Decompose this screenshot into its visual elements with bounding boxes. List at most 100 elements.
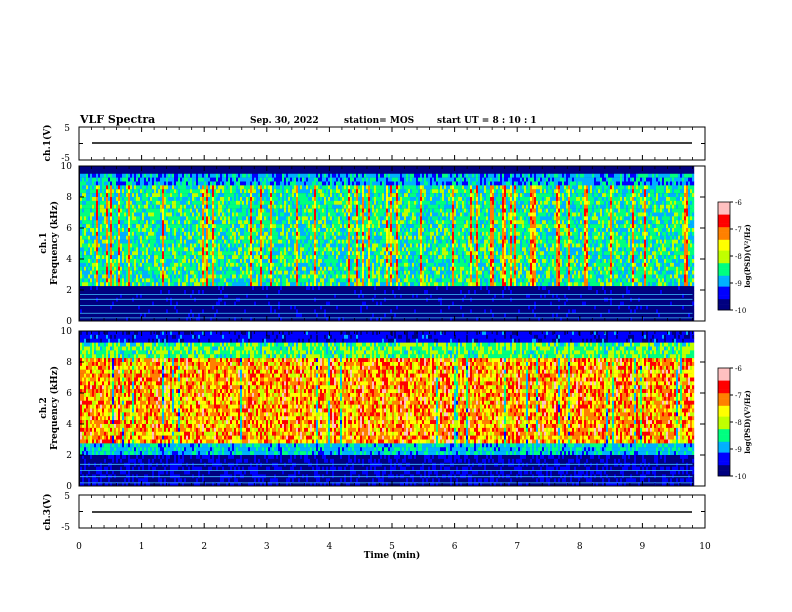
spectrogram-cell <box>256 259 259 264</box>
spectrogram-cell <box>180 278 183 283</box>
spectrogram-cell <box>272 204 275 209</box>
spectrogram-cell <box>152 259 155 264</box>
spectrogram-cell <box>204 197 207 202</box>
spectrogram-cell <box>132 313 135 318</box>
spectrogram-cell <box>86 193 89 198</box>
spectrogram-cell <box>228 173 231 178</box>
spectrogram-cell <box>312 243 315 248</box>
spectrogram-cell <box>206 169 209 174</box>
spectrogram-cell <box>300 193 303 198</box>
spectrogram-cell <box>138 255 141 260</box>
spectrogram-cell <box>190 197 193 202</box>
spectrogram-cell <box>256 293 259 298</box>
spectrogram-cell <box>254 197 257 202</box>
spectrogram-cell <box>94 235 97 240</box>
spectrogram-cell <box>130 247 133 252</box>
spectrogram-cell <box>218 208 221 213</box>
spectrogram-cell <box>148 274 151 279</box>
spectrogram-cell <box>244 189 247 194</box>
spectrogram-cell <box>230 204 233 209</box>
spectrogram-cell <box>214 259 217 264</box>
spectrogram-cell <box>214 197 217 202</box>
spectrogram-cell <box>288 239 291 244</box>
spectrogram-cell <box>258 297 261 302</box>
spectrogram-cell <box>210 166 213 171</box>
spectrogram-cell <box>294 305 297 310</box>
spectrogram-cell <box>216 270 219 275</box>
spectrogram-cell <box>204 173 207 178</box>
spectrogram-cell <box>252 255 255 260</box>
spectrogram-cell <box>180 270 183 275</box>
spectrogram-cell <box>292 259 295 264</box>
spectrogram-cell <box>286 181 289 186</box>
spectrogram-cell <box>132 177 135 182</box>
spectrogram-cell <box>184 305 187 310</box>
spectrogram-cell <box>186 220 189 225</box>
spectrogram-cell <box>162 212 165 217</box>
spectrogram-cell <box>274 270 277 275</box>
spectrogram-cell <box>274 313 277 318</box>
spectrogram-cell <box>140 255 143 260</box>
spectrogram-cell <box>252 231 255 236</box>
spectrogram-cell <box>300 282 303 287</box>
spectrogram-cell <box>202 243 205 248</box>
spectrogram-cell <box>206 216 209 221</box>
spectrogram-cell <box>318 317 321 322</box>
spectrogram-cell <box>302 290 305 295</box>
spectrogram-cell <box>276 282 279 287</box>
spectrogram-cell <box>128 185 131 190</box>
spectrogram-cell <box>176 274 179 279</box>
spectrogram-cell <box>162 251 165 256</box>
spectrogram-cell <box>114 181 117 186</box>
spectrogram-cell <box>192 231 195 236</box>
spectrogram-cell <box>236 212 239 217</box>
spectrogram-cell <box>316 169 319 174</box>
spectrogram-cell <box>282 255 285 260</box>
spectrogram-cell <box>184 251 187 256</box>
spectrogram-cell <box>242 208 245 213</box>
spectrogram-cell <box>88 224 91 229</box>
spectrogram-cell <box>312 317 315 322</box>
spectrogram-cell <box>322 239 325 244</box>
spectrogram-cell <box>84 305 87 310</box>
spectrogram-cell <box>256 282 259 287</box>
spectrogram-cell <box>314 224 317 229</box>
spectrogram-cell <box>244 231 247 236</box>
spectrogram-cell <box>322 282 325 287</box>
spectrogram-cell <box>220 259 223 264</box>
spectrogram-cell <box>312 228 315 233</box>
spectrogram-cell <box>150 313 153 318</box>
spectrogram-cell <box>114 290 117 295</box>
spectrogram-cell <box>86 173 89 178</box>
spectrogram-cell <box>130 305 133 310</box>
spectrogram-cell <box>254 290 257 295</box>
spectrogram-cell <box>136 224 139 229</box>
spectrogram-cell <box>166 177 169 182</box>
spectrogram-cell <box>246 282 249 287</box>
spectrogram-cell <box>196 166 199 171</box>
spectrogram-cell <box>196 231 199 236</box>
spectrogram-cell <box>98 208 101 213</box>
spectrogram-cell <box>114 266 117 271</box>
spectrogram-cell <box>190 262 193 267</box>
spectrogram-cell <box>162 239 165 244</box>
spectrogram-cell <box>264 278 267 283</box>
spectrogram-cell <box>198 220 201 225</box>
spectrogram-cell <box>90 251 93 256</box>
spectrogram-cell <box>150 189 153 194</box>
spectrogram-cell <box>164 251 167 256</box>
spectrogram-cell <box>290 235 293 240</box>
spectrogram-cell <box>250 305 253 310</box>
spectrogram-cell <box>218 239 221 244</box>
spectrogram-cell <box>328 220 331 225</box>
spectrogram-cell <box>278 255 281 260</box>
spectrogram-cell <box>174 228 177 233</box>
spectrogram-cell <box>236 208 239 213</box>
spectrogram-cell <box>280 286 283 291</box>
spectrogram-cell <box>158 169 161 174</box>
spectrogram-cell <box>252 200 255 205</box>
spectrogram-cell <box>276 301 279 306</box>
spectrogram-cell <box>302 309 305 314</box>
spectrogram-cell <box>176 228 179 233</box>
spectrogram-cell <box>244 262 247 267</box>
